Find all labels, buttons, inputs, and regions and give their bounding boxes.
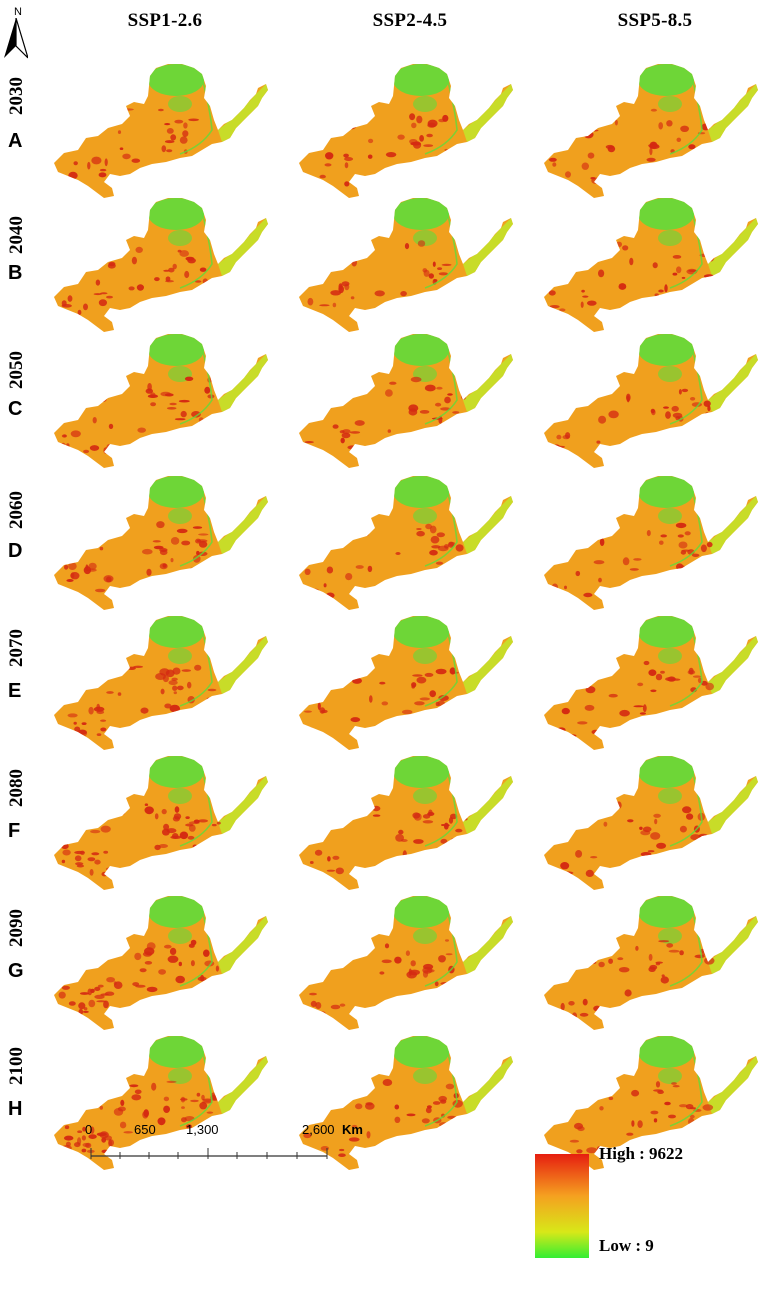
basin-shape: [299, 1036, 513, 1170]
basin-shape: [54, 334, 268, 468]
basin-shape: [544, 198, 758, 332]
row-year-2030: 2030: [6, 77, 27, 115]
legend-high-label: High : 9622: [599, 1144, 684, 1163]
row-letter-g: G: [8, 960, 24, 982]
row-year-2100: 2100: [6, 1047, 27, 1085]
row-letter-c: C: [8, 398, 23, 420]
row-letter-h: H: [8, 1098, 23, 1120]
map-panel-2090-ssp5: [544, 896, 758, 1030]
row-year-2090: 2090: [6, 909, 27, 947]
map-panel-2030-ssp2: [299, 64, 513, 198]
basin-shape: [54, 896, 268, 1030]
map-panel-2050-ssp5: [544, 334, 758, 468]
scale-tick-0: 0: [85, 1122, 93, 1137]
column-header-ssp5: SSP5-8.5: [617, 10, 693, 31]
basin-shape: [54, 616, 268, 750]
map-panel-2060-ssp2: [299, 476, 513, 610]
scale-tick-2600: 2,600: [302, 1122, 335, 1137]
map-panel-2080-ssp5: [544, 756, 758, 890]
map-panel-2050-ssp2: [299, 334, 513, 468]
map-panel-2040-ssp2: [299, 198, 513, 332]
map-panel-2100-ssp1: [54, 1036, 268, 1170]
map-panel-2090-ssp2: [299, 896, 513, 1030]
north-arrow: N: [4, 6, 30, 62]
map-panel-2090-ssp1: [54, 896, 268, 1030]
column-header-ssp1: SSP1-2.6: [127, 10, 203, 31]
map-panel-2100-ssp5: [544, 1036, 758, 1170]
row-year-2070: 2070: [6, 629, 27, 667]
basin-shape: [544, 334, 758, 468]
map-panel-2060-ssp5: [544, 476, 758, 610]
scale-tick-1300: 1,300: [186, 1122, 219, 1137]
basin-shape: [299, 756, 513, 890]
column-header-ssp2: SSP2-4.5: [372, 10, 448, 31]
scale-tick-650: 650: [134, 1122, 156, 1137]
row-letter-d: D: [8, 540, 23, 562]
map-panel-2080-ssp1: [54, 756, 268, 890]
basin-shape: [299, 476, 513, 610]
basin-shape: [544, 1036, 758, 1170]
map-panel-2030-ssp5: [544, 64, 758, 198]
basin-shape: [299, 616, 513, 750]
map-panel-2070-ssp2: [299, 616, 513, 750]
legend-color-ramp: [535, 1154, 589, 1258]
basin-shape: [299, 334, 513, 468]
map-panel-2050-ssp1: [54, 334, 268, 468]
map-panel-2030-ssp1: [54, 64, 268, 198]
map-panel-2080-ssp2: [299, 756, 513, 890]
map-panel-2060-ssp1: [54, 476, 268, 610]
north-arrow-icon: [4, 18, 28, 59]
basin-shape: [544, 64, 758, 198]
row-letter-e: E: [8, 680, 22, 702]
basin-shape: [544, 476, 758, 610]
map-panel-2100-ssp2: [299, 1036, 513, 1170]
basin-shape: [544, 756, 758, 890]
basin-shape: [299, 64, 513, 198]
basin-shape: [54, 756, 268, 890]
row-letter-a: A: [8, 130, 23, 152]
map-panel-2040-ssp1: [54, 198, 268, 332]
basin-shape: [299, 896, 513, 1030]
scale-bar: 0 650 1,300 2,600 Km: [80, 1122, 400, 1182]
basin-shape: [54, 198, 268, 332]
basin-shape: [544, 616, 758, 750]
legend-low-label: Low : 9: [599, 1236, 654, 1255]
map-panel-2070-ssp1: [54, 616, 268, 750]
scale-unit: Km: [342, 1122, 363, 1137]
basin-shape: [544, 896, 758, 1030]
row-letter-b: B: [8, 262, 23, 284]
row-year-2050: 2050: [6, 351, 27, 389]
row-year-2080: 2080: [6, 769, 27, 807]
row-year-2060: 2060: [6, 491, 27, 529]
row-year-2040: 2040: [6, 216, 27, 254]
map-panel-2040-ssp5: [544, 198, 758, 332]
map-panel-2070-ssp5: [544, 616, 758, 750]
north-arrow-label: N: [14, 6, 22, 18]
legend: High : 9622 Low : 9: [535, 1140, 765, 1260]
scale-bar-line: [90, 1148, 328, 1159]
row-letter-f: F: [8, 820, 21, 842]
